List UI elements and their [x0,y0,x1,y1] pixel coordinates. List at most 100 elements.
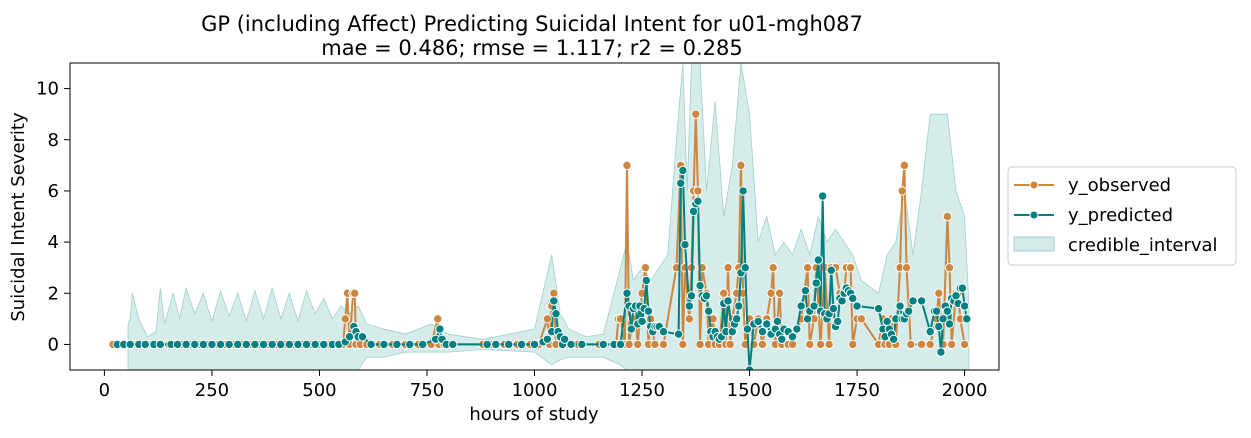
legend-swatch-interval [1013,236,1055,252]
observed-point [897,186,907,196]
x-tick-label: 1500 [727,380,773,401]
predicted-point [727,326,738,337]
predicted-point [852,301,862,311]
observed-point [906,339,916,350]
predicted-point [848,293,858,304]
observed-point [942,211,953,222]
predicted-point [448,339,458,350]
observed-point [640,262,651,273]
predicted-point [772,316,783,327]
predicted-point [551,309,561,319]
predicted-point [826,265,836,275]
predicted-point [693,196,703,206]
predicted-point [435,324,445,334]
predicted-point [241,339,252,350]
predicted-point [888,334,899,344]
observed-point [650,339,660,350]
predicted-point [276,339,286,350]
predicted-point [301,339,312,350]
predicted-point [723,296,733,306]
observed-point [805,339,815,350]
predicted-point [740,262,750,273]
predicted-point [944,319,955,329]
observed-point [768,262,778,273]
chart-subtitle: mae = 0.486; rmse = 1.117; r2 = 0.285 [321,36,743,60]
y-tick-label: 4 [48,232,59,253]
predicted-point [529,339,540,350]
predicted-point [125,339,135,350]
x-tick-label: 1000 [512,380,558,401]
predicted-point [934,321,944,332]
chart-title: GP (including Affect) Predicting Suicida… [201,12,863,36]
predicted-point [951,291,961,301]
observed-point [340,314,350,324]
predicted-point [684,301,695,311]
observed-point [815,339,826,350]
x-tick-label: 0 [99,380,110,401]
observed-point [542,314,553,324]
observed-point [678,339,688,350]
predicted-point [293,339,303,350]
observed-point [725,339,735,350]
x-axis-label: hours of study [469,404,599,425]
predicted-point [319,339,329,350]
predicted-point [577,339,587,350]
predicted-point [405,339,415,350]
predicted-point [516,339,527,350]
predicted-point [962,314,972,324]
predicted-point [942,306,953,316]
predicted-point [224,339,234,350]
x-tick-label: 500 [302,380,336,401]
predicted-point [957,283,968,293]
predicted-point [643,306,654,316]
predicted-point [938,314,948,324]
predicted-point [172,339,183,350]
observed-point [350,288,360,298]
predicted-point [680,239,690,250]
predicted-point [622,288,632,298]
predicted-point [742,324,753,334]
legend-label-observed: y_observed [1068,175,1171,196]
observed-point [916,339,927,350]
predicted-point [392,339,402,350]
predicted-series-layer [112,165,972,370]
observed-point [944,262,955,273]
y-tick-label: 2 [48,283,59,304]
observed-point [934,288,944,298]
predicted-point [258,339,269,350]
credible-interval-layer [127,63,970,370]
observed-point [736,160,746,171]
predicted-point [882,316,892,327]
x-axis: 0 250 500 750 1000 1250 1500 1750 2000 [99,370,987,401]
observed-point [658,339,669,350]
observed-point [757,339,768,350]
predicted-point [903,306,914,316]
predicted-point [658,326,669,337]
predicted-point [753,316,763,327]
predicted-point [676,178,686,188]
predicted-point [250,339,260,350]
legend-box [1007,166,1237,266]
observed-point [824,339,834,350]
predicted-point [757,326,768,337]
predicted-point [598,339,609,350]
predicted-point [895,301,905,311]
predicted-point [140,339,150,350]
predicted-point [925,326,935,337]
predicted-point [417,339,428,350]
observed-point [693,186,703,196]
observed-point [959,339,970,350]
predicted-point [207,339,217,350]
observed-point [684,314,695,324]
observed-point [633,339,643,350]
predicted-point [688,206,699,217]
predicted-point [800,285,811,296]
predicted-point [491,339,501,350]
predicted-point [738,186,748,196]
observed-point [946,339,957,350]
predicted-point [190,339,200,350]
observed-point [925,339,935,350]
observed-point [723,262,733,273]
predicted-point [198,339,209,350]
observed-point [695,339,705,350]
